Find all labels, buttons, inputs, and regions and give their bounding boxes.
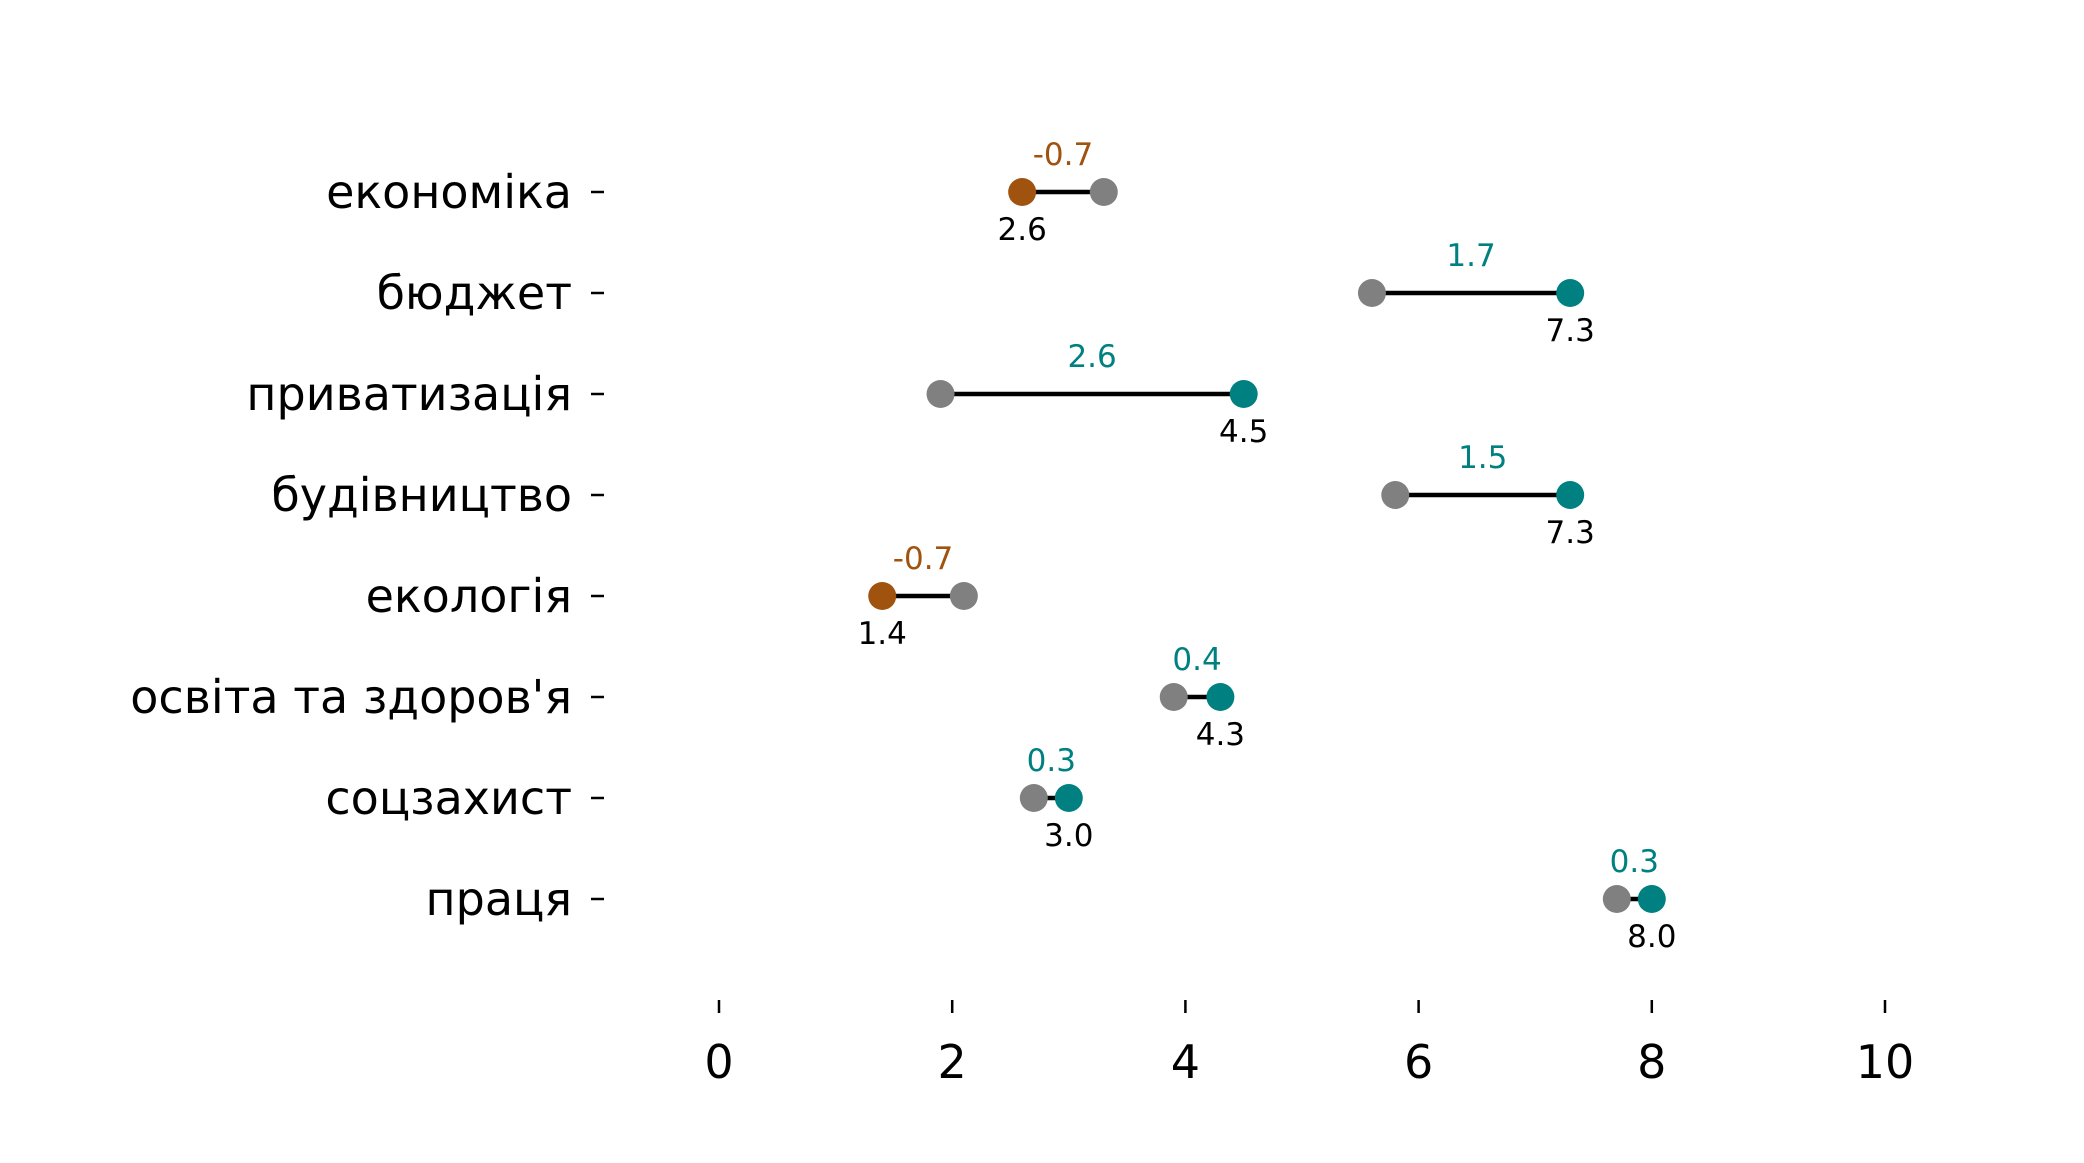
after-point (1229, 380, 1258, 408)
difference-label: -0.7 (1033, 137, 1094, 173)
category-label: приватизація (246, 367, 572, 421)
after-point (1206, 683, 1235, 711)
after-value-label: 1.4 (858, 616, 907, 652)
dumbbell-row: 7.3 1.5 (1381, 440, 1595, 551)
after-point (1054, 784, 1083, 812)
x-tick-label: 10 (1856, 1035, 1915, 1089)
after-point (1008, 178, 1037, 206)
category-label: праця (426, 872, 572, 926)
before-point (1602, 885, 1631, 913)
before-point (1019, 784, 1048, 812)
category-label: освіта та здоров'я (130, 670, 572, 724)
before-point (1357, 279, 1386, 307)
after-value-label: 4.5 (1219, 414, 1268, 450)
before-point (926, 380, 955, 408)
after-point (1556, 481, 1585, 509)
difference-label: 0.4 (1172, 642, 1221, 678)
x-axis: 0 2 4 6 8 10 (704, 1000, 1914, 1089)
difference-label: -0.7 (893, 541, 954, 577)
difference-label: 0.3 (1610, 844, 1659, 880)
dumbbell-row: 4.5 2.6 (926, 339, 1268, 450)
plot-area: 2.6 -0.7 7.3 1.7 4.5 2.6 7.3 1.5 1.4 -0.7 4.3 0.4 3.… (858, 137, 1677, 955)
dumbbell-row: 3.0 0.3 (1019, 743, 1093, 854)
dumbbell-row: 4.3 0.4 (1159, 642, 1245, 753)
x-tick-label: 0 (704, 1035, 733, 1089)
category-label: бюджет (377, 266, 572, 320)
x-tick-label: 6 (1404, 1035, 1433, 1089)
before-point (1381, 481, 1410, 509)
after-value-label: 8.0 (1627, 919, 1676, 955)
y-axis: економіка бюджет приватизація будівництво ек… (130, 165, 604, 926)
after-point (1637, 885, 1666, 913)
category-label: будівництво (271, 468, 572, 522)
x-tick-label: 2 (938, 1035, 967, 1089)
category-label: екологія (366, 569, 572, 623)
after-value-label: 3.0 (1044, 818, 1093, 854)
dumbbell-row: 1.4 -0.7 (858, 541, 978, 652)
difference-label: 0.3 (1027, 743, 1076, 779)
after-point (1556, 279, 1585, 307)
difference-label: 1.5 (1458, 440, 1507, 476)
after-point (868, 582, 897, 610)
difference-label: 2.6 (1067, 339, 1116, 375)
after-value-label: 2.6 (998, 212, 1047, 248)
x-tick-label: 8 (1637, 1035, 1666, 1089)
x-tick-label: 4 (1171, 1035, 1200, 1089)
after-value-label: 7.3 (1546, 313, 1595, 349)
category-label: економіка (326, 165, 572, 219)
after-value-label: 7.3 (1546, 515, 1595, 551)
dumbbell-row: 2.6 -0.7 (998, 137, 1118, 248)
after-value-label: 4.3 (1196, 717, 1245, 753)
dumbbell-row: 8.0 0.3 (1602, 844, 1676, 955)
category-label: соцзахист (325, 771, 572, 825)
before-point (1089, 178, 1118, 206)
before-point (1159, 683, 1188, 711)
before-point (949, 582, 978, 610)
dumbbell-row: 7.3 1.7 (1357, 238, 1595, 349)
difference-label: 1.7 (1446, 238, 1495, 274)
